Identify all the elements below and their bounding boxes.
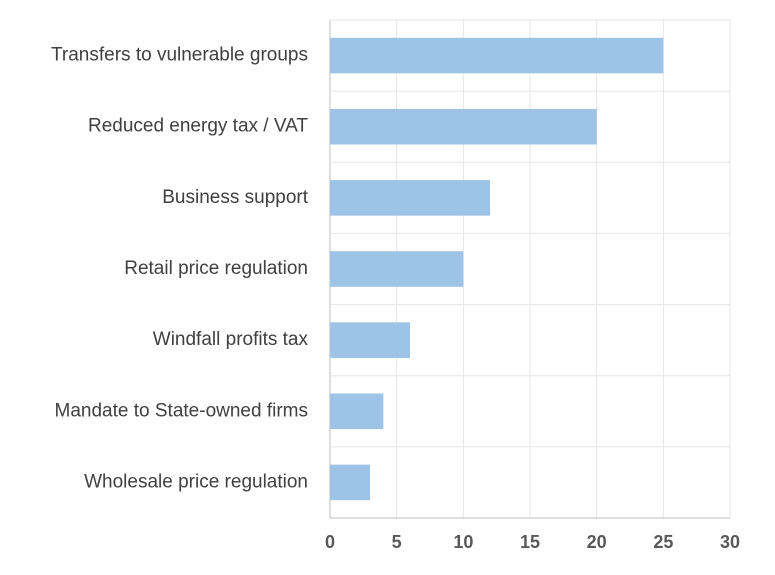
x-tick-label: 5 bbox=[392, 532, 402, 552]
category-label: Wholesale price regulation bbox=[84, 471, 308, 492]
category-label: Windfall profits tax bbox=[153, 329, 309, 350]
x-tick-labels: 0 5 10 15 20 25 30 bbox=[325, 532, 740, 552]
bar bbox=[330, 180, 490, 216]
x-tick-label: 10 bbox=[453, 532, 473, 552]
x-tick-label: 25 bbox=[653, 532, 673, 552]
category-label: Business support bbox=[162, 187, 308, 208]
bar bbox=[330, 108, 597, 145]
category-label: Retail price regulation bbox=[124, 258, 308, 279]
bar bbox=[330, 393, 384, 430]
bar bbox=[330, 322, 410, 358]
x-tick-label: 15 bbox=[520, 532, 540, 552]
category-labels: Transfers to vulnerable groups Reduced en… bbox=[51, 45, 309, 493]
category-label: Transfers to vulnerable groups bbox=[51, 45, 308, 66]
x-tick-label: 30 bbox=[720, 532, 740, 552]
bar bbox=[330, 251, 464, 287]
gridlines bbox=[329, 19, 731, 519]
category-label: Reduced energy tax / VAT bbox=[88, 116, 308, 137]
x-tick-label: 20 bbox=[587, 532, 607, 552]
category-label: Mandate to State-owned firms bbox=[55, 400, 308, 421]
bar bbox=[330, 464, 370, 501]
bars bbox=[330, 37, 664, 501]
bar bbox=[330, 37, 664, 74]
x-tick-label: 0 bbox=[325, 532, 335, 552]
